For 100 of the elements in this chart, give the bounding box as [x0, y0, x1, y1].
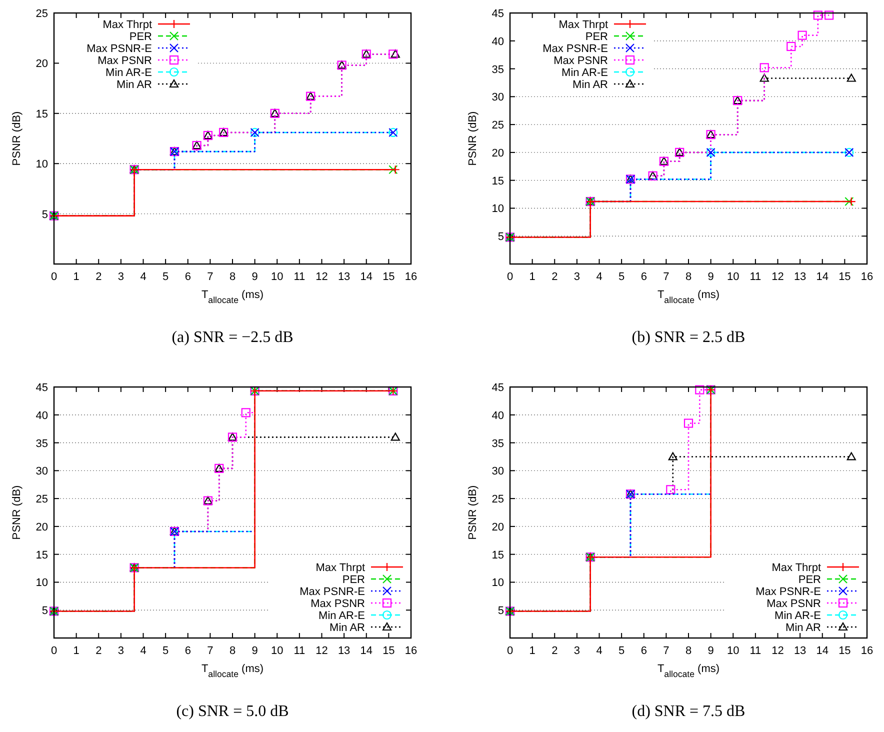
- y-tick-label: 10: [492, 577, 504, 590]
- x-tick-label: 9: [252, 645, 258, 657]
- x-tick-label: 3: [118, 271, 124, 283]
- x-tick-label: 2: [552, 645, 558, 657]
- x-tick-label: 10: [727, 271, 740, 283]
- y-tick-label: 25: [36, 494, 48, 506]
- y-tick-label: 35: [36, 438, 48, 450]
- x-tick-label: 1: [529, 271, 536, 283]
- x-tick-label: 1: [73, 271, 80, 283]
- x-tick-label: 0: [50, 271, 58, 283]
- x-tick-label: 7: [663, 271, 670, 283]
- y-tick-label: 25: [36, 8, 48, 20]
- legend-label: Max PSNR-E: [86, 43, 152, 55]
- x-tick-label: 10: [271, 271, 284, 283]
- x-tick-label: 6: [640, 645, 647, 657]
- y-tick-label: 10: [36, 158, 48, 171]
- y-axis-title: PSNR (dB): [11, 111, 23, 166]
- x-tick-label: 1: [529, 645, 536, 657]
- y-tick-label: 35: [492, 438, 504, 450]
- x-tick-label: 8: [229, 271, 236, 283]
- legend-label: Max Thrpt: [558, 19, 608, 31]
- x-tick-label: 8: [685, 645, 692, 657]
- y-tick-label: 45: [36, 382, 48, 394]
- x-tick-label: 16: [860, 645, 874, 657]
- y-tick-label: 40: [492, 410, 504, 422]
- x-tick-label: 15: [382, 271, 395, 283]
- x-tick-label: 9: [708, 271, 714, 283]
- y-tick-label: 45: [492, 8, 504, 20]
- x-tick-label: 11: [294, 645, 306, 657]
- x-tick-label: 16: [404, 645, 418, 657]
- x-tick-label: 7: [663, 645, 670, 657]
- x-tick-label: 15: [382, 645, 395, 657]
- legend-label: Min AR: [572, 79, 608, 91]
- x-tick-label: 5: [618, 271, 625, 283]
- x-tick-label: 12: [316, 271, 328, 283]
- x-tick-label: 3: [574, 645, 580, 657]
- x-tick-label: 2: [96, 645, 102, 657]
- x-tick-label: 13: [338, 645, 350, 657]
- x-tick-label: 15: [838, 645, 851, 657]
- x-axis-title: T$_{allocate}$ (ms): [657, 289, 720, 305]
- x-tick-label: 4: [596, 271, 602, 283]
- legend-label: Min AR-E: [562, 67, 608, 79]
- y-tick-label: 15: [492, 175, 504, 188]
- x-tick-label: 2: [96, 271, 102, 283]
- x-tick-label: 11: [750, 645, 762, 657]
- y-tick-label: 10: [36, 577, 48, 590]
- y-tick-label: 5: [498, 231, 504, 244]
- legend-label: Max PSNR: [310, 598, 366, 610]
- y-tick-label: 30: [36, 466, 48, 478]
- y-tick-label: 5: [42, 605, 48, 618]
- legend-label: PER: [342, 574, 366, 586]
- legend-label: Max PSNR: [98, 55, 152, 67]
- y-tick-label: 35: [492, 64, 504, 76]
- x-tick-label: 8: [685, 271, 692, 283]
- x-tick-label: 13: [794, 645, 806, 657]
- y-tick-label: 30: [492, 466, 504, 478]
- x-tick-label: 12: [772, 645, 784, 657]
- x-tick-label: 9: [252, 271, 258, 283]
- legend-label: Max Thrpt: [316, 562, 365, 574]
- x-tick-label: 6: [640, 271, 647, 283]
- y-tick-label: 20: [492, 147, 504, 160]
- y-tick-label: 25: [492, 494, 504, 506]
- x-tick-label: 11: [750, 271, 762, 283]
- x-tick-label: 13: [794, 271, 806, 283]
- x-tick-label: 14: [360, 271, 372, 283]
- x-tick-label: 16: [404, 271, 418, 283]
- text: (b) SNR = 2.5 dB: [632, 329, 746, 346]
- x-tick-label: 2: [552, 271, 558, 283]
- y-axis-title: PSNR (dB): [467, 111, 479, 166]
- legend-label: Max PSNR-E: [756, 586, 821, 598]
- legend-label: Max Thrpt: [102, 19, 152, 31]
- x-tick-label: 7: [207, 645, 214, 657]
- x-axis-title: T$_{allocate}$ (ms): [201, 289, 264, 305]
- x-tick-label: 11: [294, 271, 306, 283]
- x-tick-label: 5: [618, 645, 625, 657]
- y-axis-title: PSNR (dB): [11, 485, 23, 540]
- y-tick-label: 5: [498, 605, 504, 618]
- x-tick-label: 0: [50, 645, 58, 657]
- legend-label: Min AR-E: [774, 610, 821, 622]
- x-axis-title: T$_{allocate}$ (ms): [201, 663, 264, 679]
- x-tick-label: 12: [772, 271, 784, 283]
- y-tick-label: 45: [492, 382, 504, 394]
- x-tick-label: 14: [816, 271, 828, 283]
- x-tick-label: 0: [506, 271, 514, 283]
- y-tick-label: 20: [36, 58, 48, 70]
- legend-label: Max PSNR-E: [542, 43, 608, 55]
- y-tick-label: 15: [492, 549, 504, 562]
- x-tick-label: 6: [184, 271, 191, 283]
- legend-label: PER: [129, 31, 152, 43]
- y-tick-label: 10: [492, 203, 504, 216]
- y-tick-label: 15: [36, 108, 48, 120]
- x-tick-label: 12: [316, 645, 328, 657]
- text: (a) SNR = −2.5 dB: [172, 329, 294, 346]
- x-tick-label: 4: [596, 645, 602, 657]
- legend-label: Min AR: [330, 622, 366, 634]
- y-axis-title: PSNR (dB): [467, 485, 479, 540]
- legend-label: Max Thrpt: [772, 562, 821, 574]
- x-tick-label: 14: [816, 645, 828, 657]
- legend-label: PER: [585, 31, 608, 43]
- legend-label: PER: [798, 574, 822, 586]
